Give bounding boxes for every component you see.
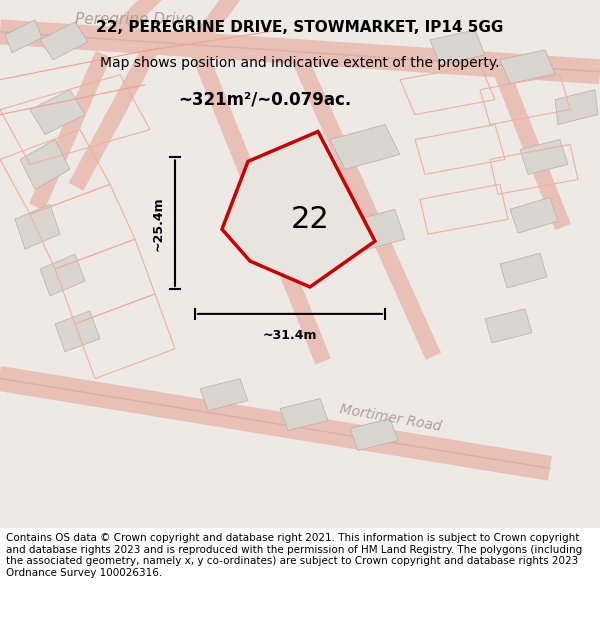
Text: 22: 22 <box>290 205 329 234</box>
Text: Map shows position and indicative extent of the property.: Map shows position and indicative extent… <box>100 56 500 70</box>
Text: Mortimer Road: Mortimer Road <box>338 402 442 434</box>
Polygon shape <box>500 253 547 288</box>
Polygon shape <box>430 30 485 65</box>
Polygon shape <box>5 20 42 52</box>
Polygon shape <box>280 399 328 431</box>
Text: ~321m²/~0.079ac.: ~321m²/~0.079ac. <box>178 91 352 109</box>
Polygon shape <box>350 419 398 451</box>
Polygon shape <box>510 198 558 233</box>
Polygon shape <box>222 131 375 287</box>
Polygon shape <box>330 124 400 169</box>
Polygon shape <box>340 209 405 254</box>
Polygon shape <box>200 379 248 411</box>
Text: 22, PEREGRINE DRIVE, STOWMARKET, IP14 5GG: 22, PEREGRINE DRIVE, STOWMARKET, IP14 5G… <box>97 19 503 34</box>
Polygon shape <box>520 139 568 174</box>
Polygon shape <box>40 22 88 60</box>
Text: ~31.4m: ~31.4m <box>263 329 317 342</box>
Polygon shape <box>500 50 555 84</box>
Polygon shape <box>15 204 60 249</box>
Polygon shape <box>20 139 70 189</box>
Polygon shape <box>555 89 598 124</box>
Polygon shape <box>40 254 85 296</box>
Polygon shape <box>55 311 100 352</box>
Text: Contains OS data © Crown copyright and database right 2021. This information is : Contains OS data © Crown copyright and d… <box>6 533 582 578</box>
Polygon shape <box>485 309 532 342</box>
Text: ~25.4m: ~25.4m <box>152 196 165 251</box>
Text: Peregrine Drive: Peregrine Drive <box>75 12 194 28</box>
Polygon shape <box>30 89 85 134</box>
